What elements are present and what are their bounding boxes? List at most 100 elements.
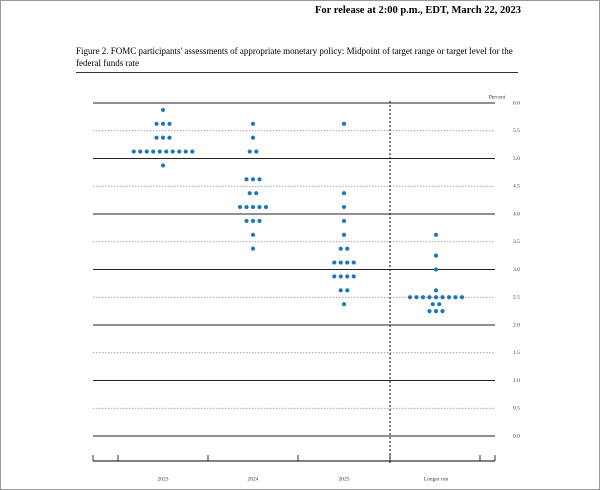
dot [263,204,269,210]
dot-row [341,121,347,126]
dot [459,295,465,300]
dot [345,288,350,293]
y-tick-label: 2.0 [513,322,520,328]
dot-row [244,218,262,224]
dot [338,288,343,293]
dot [420,295,426,300]
dot [341,232,347,237]
dot [250,121,256,126]
dot-row [160,107,166,113]
dot-row [250,232,256,237]
dot [257,204,262,210]
dot [433,253,439,258]
y-tick-label: 2.5 [513,295,520,301]
dot-row [244,177,262,182]
dot [183,149,188,154]
y-tick-label: 5.0 [513,156,520,162]
dot [338,260,343,265]
dot [160,135,166,140]
dot-row [341,204,347,210]
dot-row [338,288,350,293]
dot [341,191,347,196]
y-tick-label: 0.0 [513,433,520,439]
dot [351,260,356,265]
dot [160,163,166,168]
dot [338,274,343,279]
dot [345,260,350,265]
dot [338,246,343,251]
dot-row [433,267,439,272]
dot-row [250,121,256,126]
dot-row [237,204,269,210]
x-tick-label: 2024 [248,476,259,482]
release-header: For release at 2:00 p.m., EDT, March 22,… [315,5,521,16]
dot [154,135,159,140]
dot [167,121,172,126]
dot-row [247,191,259,196]
dot [433,288,439,293]
dot [437,302,442,307]
dot [250,218,256,224]
y-tick-label: 4.0 [513,211,520,217]
dot [341,204,347,210]
dot [151,149,156,154]
dot [433,295,439,300]
dot-row [154,121,172,126]
dot-row [131,149,195,154]
dot [446,295,452,300]
dot-row [341,218,347,224]
dot [433,232,439,237]
y-tick-label: 1.5 [513,350,520,356]
dot [440,309,445,314]
dot [250,135,256,140]
dot [131,149,136,154]
dot-row [433,288,439,293]
dot-row [332,260,356,265]
dot-row [332,274,356,279]
dot [341,218,347,224]
dot-row [160,163,166,168]
y-tick-label: 3.0 [513,267,520,273]
dot [345,246,350,251]
dot [440,295,445,300]
y-tick-label: 4.5 [513,184,520,190]
dot [144,149,149,154]
dot [167,135,172,140]
dot [427,295,432,300]
y-tick-label: 5.5 [513,128,520,134]
x-tick-label: Longer run [424,476,449,482]
x-tick-label: 2025 [339,476,350,482]
dot [244,204,249,210]
dot [250,246,256,251]
y-tick-label: 1.0 [513,378,520,384]
dot-row [341,191,347,196]
dot [453,295,458,300]
dot [254,191,259,196]
dot [237,204,243,210]
dot-row [341,232,347,237]
dot-row [338,246,350,251]
dot [257,177,262,182]
dot [341,302,347,307]
dot [257,218,262,224]
dot-row [433,232,439,237]
dot [170,149,175,154]
dot [247,191,252,196]
dot [407,295,413,300]
dot [332,260,337,265]
dot-row [433,253,439,258]
dot [345,274,350,279]
dot [332,274,337,279]
dot [244,177,249,182]
dot-row [250,246,256,251]
dot [157,149,162,154]
x-tick-label: 2023 [158,476,169,482]
dot [254,149,259,154]
dot [138,149,143,154]
dot [430,302,435,307]
dot [160,107,166,113]
dot [433,267,439,272]
dot-row [250,135,256,140]
